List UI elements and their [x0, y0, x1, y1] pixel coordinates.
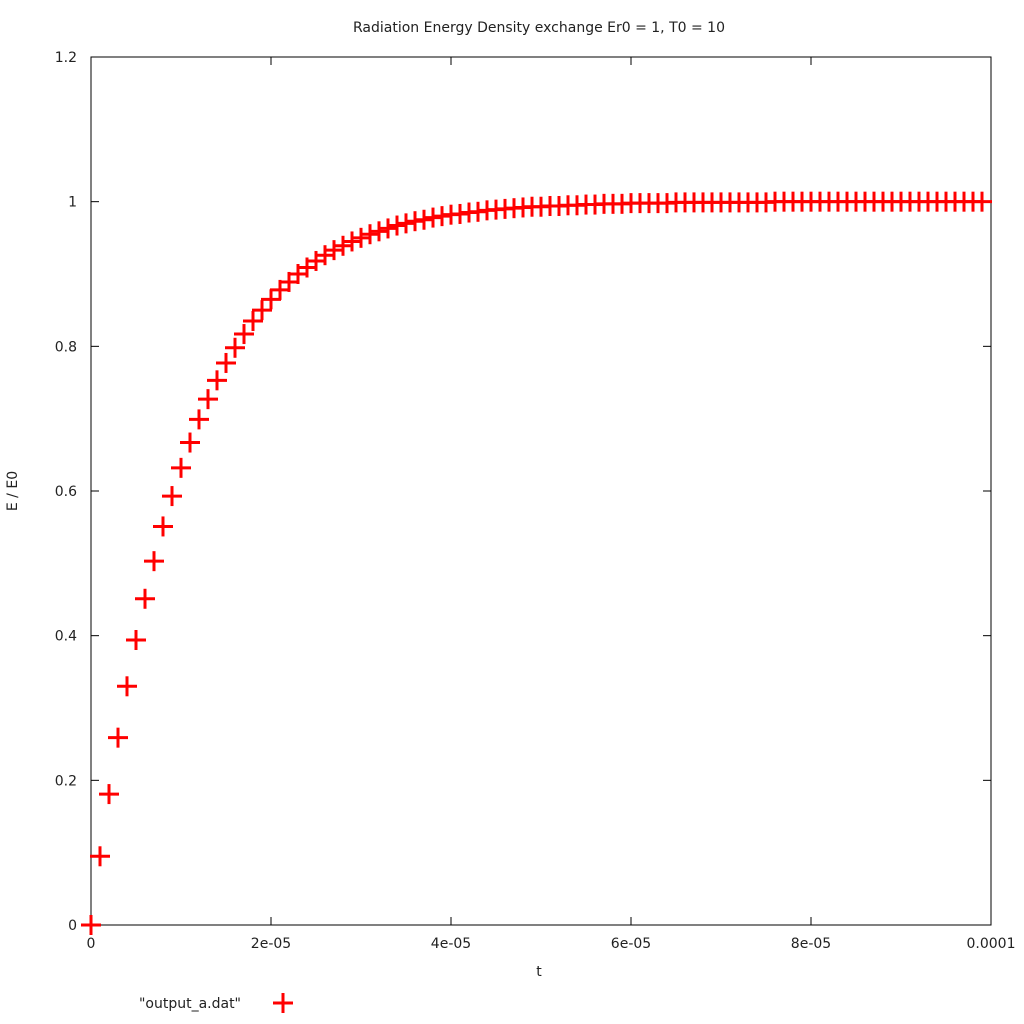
data-point	[414, 209, 434, 230]
data-point	[180, 432, 200, 453]
data-point	[216, 352, 236, 373]
data-point	[81, 915, 101, 935]
data-point	[360, 224, 380, 245]
data-point	[324, 240, 344, 261]
data-point	[351, 227, 371, 248]
y-tick-label: 0.4	[55, 629, 77, 645]
legend-plus-icon	[273, 993, 293, 1013]
x-tick-label: 0	[87, 936, 96, 952]
data-point	[198, 389, 218, 410]
y-tick-label: 1.2	[55, 50, 77, 66]
data-point	[378, 218, 398, 239]
data-point	[153, 516, 173, 537]
y-tick-label: 0.2	[55, 773, 77, 789]
y-axis-label: E / E0	[5, 471, 21, 511]
data-point	[261, 289, 281, 310]
data-point	[117, 676, 137, 697]
y-tick-label: 0.8	[55, 339, 77, 355]
data-point	[90, 846, 110, 867]
x-axis-label: t	[536, 964, 542, 980]
data-point	[234, 324, 254, 345]
data-point	[126, 630, 146, 651]
data-point	[252, 300, 272, 321]
plot-frame	[90, 56, 992, 926]
x-tick-label: 0.0001	[967, 936, 1016, 952]
legend-label: "output_a.dat"	[139, 996, 241, 1012]
x-tick-label: 4e-05	[431, 936, 471, 952]
data-point	[207, 370, 227, 391]
x-tick-label: 6e-05	[611, 936, 651, 952]
data-point	[135, 588, 155, 609]
data-point	[396, 213, 416, 234]
data-point	[369, 221, 389, 242]
x-tick-label: 8e-05	[791, 936, 831, 952]
legend: "output_a.dat"	[139, 993, 293, 1013]
data-point	[333, 235, 353, 256]
data-markers	[81, 191, 992, 935]
data-point	[243, 311, 263, 332]
data-point	[108, 727, 128, 748]
data-point	[387, 215, 407, 236]
data-point	[171, 457, 191, 478]
ticks: 0 2e-05 4e-05 6e-05 8e-05 0.0001 0 0.2 0.4 0.6 0.8…	[55, 50, 1016, 952]
y-tick-label: 0.6	[55, 484, 77, 500]
data-point	[189, 409, 209, 430]
data-point	[144, 551, 164, 572]
x-tick-label: 2e-05	[251, 936, 291, 952]
data-point	[315, 245, 335, 266]
y-tick-label: 0	[68, 918, 77, 934]
legend-marker	[273, 993, 293, 1013]
data-point	[99, 784, 119, 805]
data-point	[162, 486, 182, 507]
data-point	[342, 231, 362, 252]
y-tick-label: 1	[68, 195, 77, 211]
chart-title: Radiation Energy Density exchange Er0 = …	[353, 20, 725, 36]
data-point	[225, 337, 245, 358]
data-point	[972, 191, 992, 212]
